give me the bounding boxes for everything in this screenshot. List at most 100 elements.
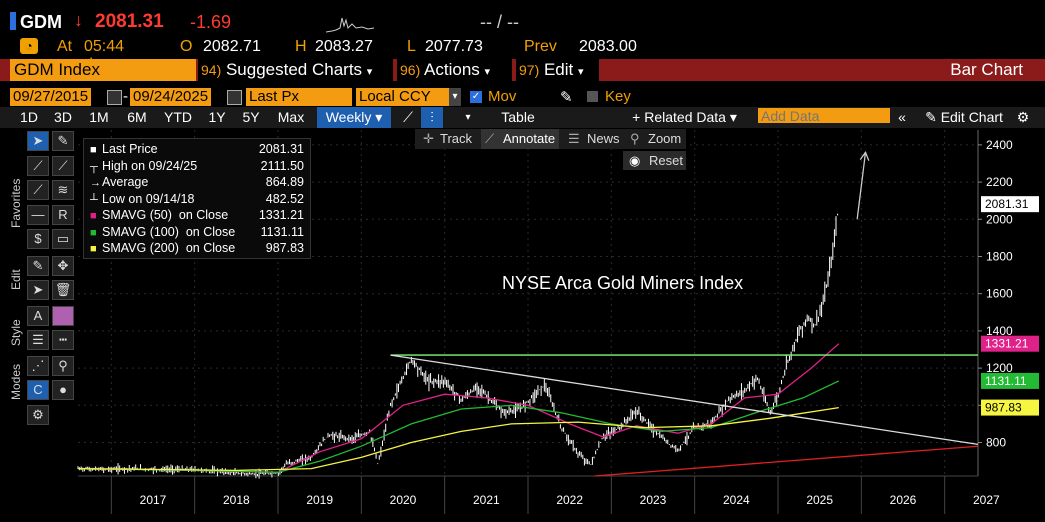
bid-ask: -- / -- (480, 12, 519, 32)
legend-marker: → (90, 177, 101, 189)
legend-value: 864.89 (265, 175, 304, 189)
dotted-line-icon[interactable]: ⋰ (27, 356, 49, 376)
security-color-marker (10, 12, 16, 30)
y-tick-label: 2000 (986, 212, 1013, 226)
key-events-checkbox[interactable] (587, 91, 598, 102)
chart-style-dropdown-icon[interactable]: ▾ (465, 112, 471, 123)
edit-tools-label: Edit (9, 269, 23, 290)
palette-icon[interactable]: ● (52, 380, 74, 400)
zoom-icon: ⚲ (630, 131, 640, 146)
trash-icon[interactable]: 🗑 (52, 280, 74, 300)
reset-button[interactable]: ◉ Reset (623, 151, 686, 170)
period-1d[interactable]: 1D (20, 109, 38, 125)
x-tick-label: 2017 (140, 493, 167, 507)
color-swatch-icon[interactable] (52, 306, 74, 326)
drawing-tools-panel: Favorites Edit Style Modes ➤ ✎ ⟋ ⟋ ⟋ ≋ —… (0, 128, 78, 428)
fib-tool-icon[interactable]: $ (27, 229, 49, 249)
chart-legend: ■ Last Price 2081.31 ┬ High on 09/24/25 2111.… (83, 138, 311, 259)
currency-dropdown-icon[interactable]: ▾ (449, 88, 461, 106)
chart-area[interactable]: 2017 2018 2019 2020 2021 2022 2023 2024 2025 2026… (0, 128, 1045, 522)
legend-marker: ■ (90, 144, 97, 156)
x-tick-label: 2022 (556, 493, 583, 507)
legend-value: 1131.11 (260, 224, 304, 239)
calendar-icon[interactable] (107, 90, 122, 105)
legend-row: ■ SMAVG (50) on Close 1331.21 (90, 208, 304, 222)
currency-select[interactable]: Local CCY (356, 88, 452, 106)
x-tick-label: 2025 (806, 493, 833, 507)
period-1y[interactable]: 1Y (208, 109, 226, 125)
edit-menu[interactable]: 97) Edit ▾ (516, 59, 599, 81)
favorites-label: Favorites (9, 178, 23, 228)
annotate-button[interactable]: Annotate (503, 131, 556, 146)
line-tool-icon[interactable]: ⟋ (27, 156, 49, 176)
magnet-icon[interactable]: ⚲ (52, 356, 74, 376)
legend-row: ┴ Low on 09/14/18 482.52 (90, 192, 304, 206)
select-plus-icon[interactable]: ➤ (27, 280, 49, 300)
ma-value-tag-bg (981, 372, 1039, 389)
calendar-icon[interactable] (227, 90, 242, 105)
brush-icon[interactable]: ✎ (27, 256, 49, 276)
period-6m[interactable]: 6M (127, 109, 147, 125)
period-1m[interactable]: 1M (89, 109, 109, 125)
line-style-icon[interactable]: ┅ (52, 330, 74, 350)
start-date-field[interactable]: 09/27/2015 (10, 88, 92, 106)
ray-tool-icon[interactable]: ⟋ (52, 156, 74, 176)
annotate-pencil-icon: ⟋ (485, 131, 495, 146)
pen-icon[interactable]: ✎ (52, 131, 74, 151)
suggested-charts-menu[interactable]: 94) Suggested Charts ▾ (198, 59, 393, 81)
index-field[interactable]: GDM Index (10, 59, 196, 81)
line-chart-icon[interactable]: ⟋ (403, 109, 413, 125)
chart-type-label[interactable]: Bar Chart (950, 60, 1023, 79)
period-ytd[interactable]: YTD (164, 109, 192, 125)
period-5y[interactable]: 5Y (242, 109, 260, 125)
collapse-icon[interactable]: « (898, 109, 906, 125)
actions-menu[interactable]: 96) Actions ▾ (397, 59, 512, 81)
end-date-field[interactable]: 09/24/2025 (130, 88, 212, 106)
ma-value-tag: 1331.21 (985, 337, 1029, 351)
rectangle-tool-icon[interactable]: ▭ (52, 229, 74, 249)
legend-marker: ┬ (90, 160, 98, 173)
horizontal-line-icon[interactable]: — (27, 205, 49, 225)
mov-avgs-checkbox[interactable]: ✓ (470, 91, 482, 103)
frequency-select[interactable]: Weekly ▾ (317, 107, 391, 128)
y-tick-label: 1800 (986, 249, 1013, 263)
c-mode-icon[interactable]: C (27, 380, 49, 400)
pencil-icon[interactable]: ✎ (560, 89, 573, 106)
zoom-button[interactable]: Zoom (648, 131, 682, 146)
segment-tool-icon[interactable]: ⟋ (27, 180, 49, 200)
field-select[interactable]: Last Px (246, 88, 352, 106)
menu-bar: GDM Index 94) Suggested Charts ▾ 96) Act… (0, 59, 1045, 81)
edit-chart-button[interactable]: ✎ Edit Chart (925, 109, 1003, 125)
related-data-button[interactable]: + Related Data ▾ (632, 109, 737, 125)
open-value: 2082.71 (203, 38, 261, 55)
y-tick-label: 1200 (986, 361, 1013, 375)
header-bar: GDM ↓ 2081.31 -1.69 -- / -- (0, 0, 1045, 40)
period-max[interactable]: Max (277, 109, 305, 125)
channel-tool-icon[interactable]: ≋ (52, 180, 74, 200)
text-tool-icon[interactable]: R (52, 205, 74, 225)
x-tick-label: 2018 (223, 493, 250, 507)
move-icon[interactable]: ✥ (52, 256, 74, 276)
legend-label: Average (102, 175, 149, 189)
line-weight-icon[interactable]: ☰ (27, 330, 49, 350)
add-data-input[interactable] (758, 108, 890, 123)
x-tick-label: 2021 (473, 493, 500, 507)
dropdown-arrow-icon: ▾ (578, 66, 584, 78)
down-arrow-icon: ↓ (74, 10, 83, 30)
legend-row: →Average 864.89 (90, 175, 304, 189)
clock-icon: ◔ (20, 38, 38, 54)
ticker-symbol[interactable]: GDM (20, 12, 62, 32)
pointer-icon[interactable]: ➤ (27, 131, 49, 151)
low-label: L (407, 38, 416, 55)
font-icon[interactable]: A (27, 306, 49, 326)
settings-gear-icon[interactable]: ⚙ (27, 405, 49, 425)
bar-chart-icon[interactable]: ⫶ (421, 107, 443, 128)
track-button[interactable]: Track (440, 131, 473, 146)
gear-icon[interactable]: ⚙ (1016, 109, 1030, 125)
x-tick-label: 2024 (723, 493, 750, 507)
up-arrow-line (856, 152, 867, 220)
news-button[interactable]: News (587, 131, 620, 146)
table-button[interactable]: Table (501, 109, 535, 125)
period-3d[interactable]: 3D (54, 109, 72, 125)
legend-label: Last Price (102, 142, 158, 156)
